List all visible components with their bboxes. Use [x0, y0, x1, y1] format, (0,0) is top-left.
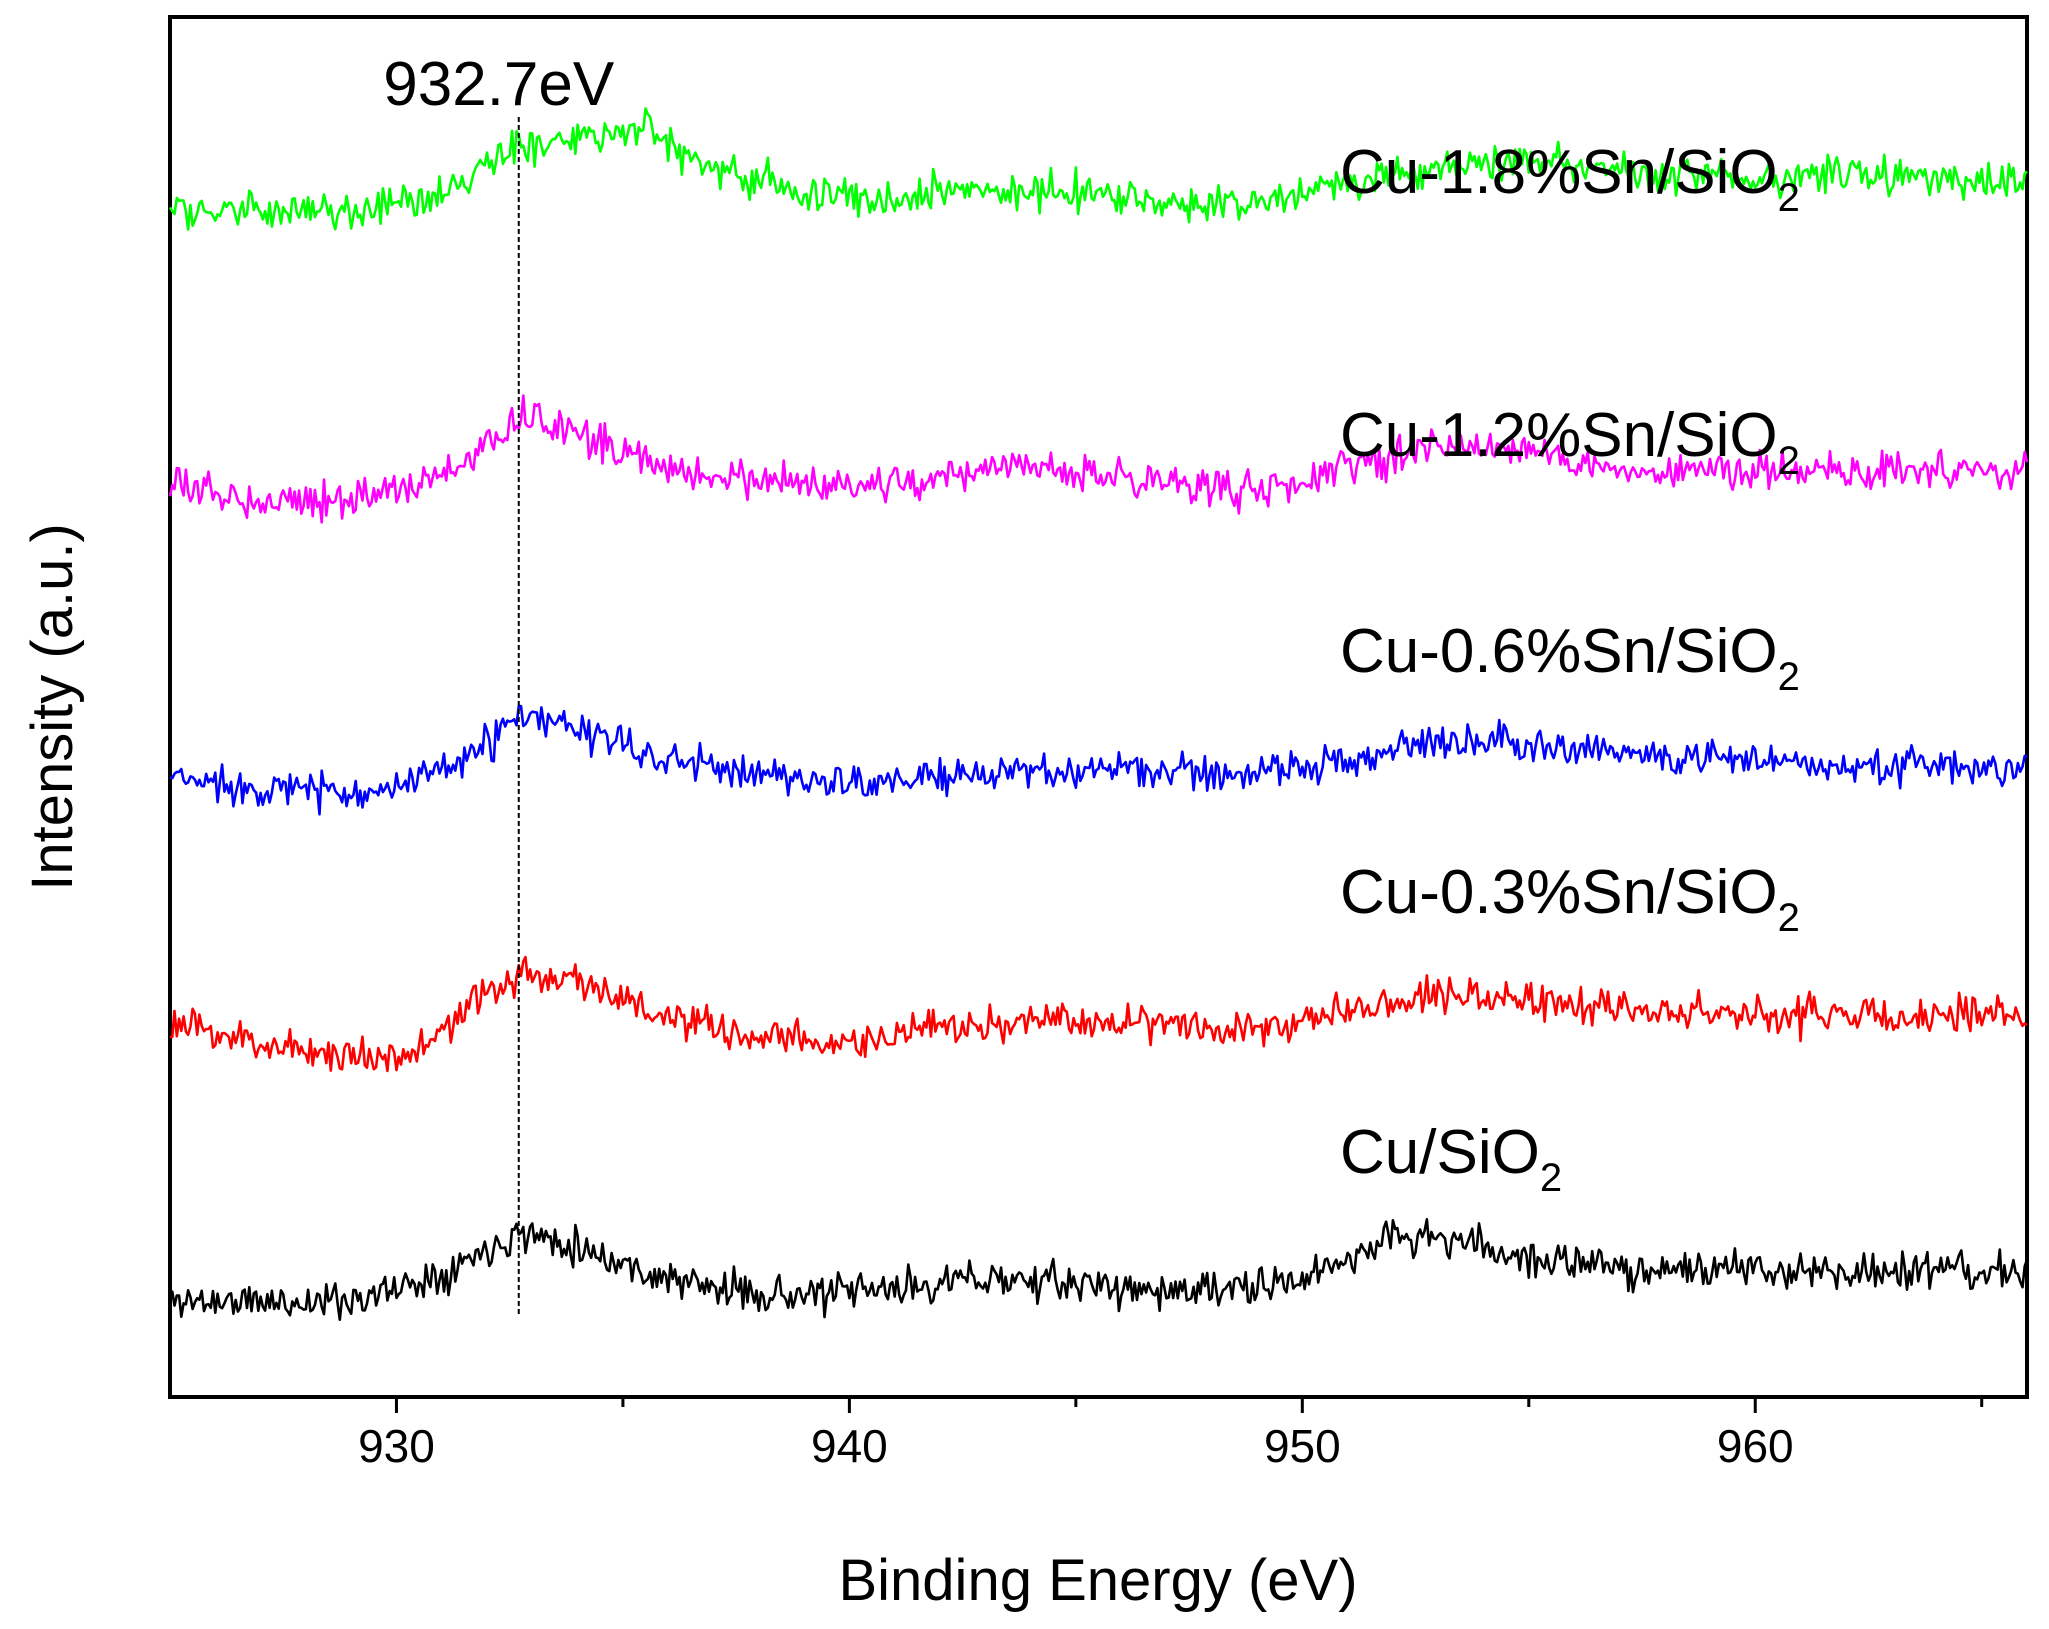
series-line-cu-1-2-sn-sio2	[168, 394, 2029, 524]
plot-frame	[168, 15, 2029, 1399]
series-label-subscript: 2	[1778, 176, 1800, 220]
series-line-cu-0-6-sn-sio2	[169, 704, 2028, 816]
peak-marker-layer: 932.7eV	[383, 50, 615, 1317]
series-label: Cu/SiO2	[1340, 1118, 1562, 1200]
series-label-main: Cu/SiO	[1340, 1118, 1540, 1187]
series-label: Cu-0.6%Sn/SiO2	[1340, 617, 1800, 699]
series-label: Cu-1.8%Sn/SiO2	[1340, 138, 1800, 220]
series-label: Cu-1.2%Sn/SiO2	[1340, 401, 1800, 483]
x-axis-title: Binding Energy (eV)	[838, 1548, 1357, 1613]
series-line-cu-1-8-sn-sio2	[168, 107, 2028, 231]
series-layer	[168, 107, 2029, 1321]
series-label-main: Cu-0.6%Sn/SiO	[1340, 617, 1778, 686]
series-label-main: Cu-1.8%Sn/SiO	[1340, 138, 1778, 207]
x-tick-label: 940	[811, 1420, 888, 1472]
y-axis-title: Intensity (a.u.)	[20, 523, 85, 890]
x-tick-label: 950	[1264, 1420, 1341, 1472]
series-line-cu-sio2	[168, 1218, 2029, 1321]
series-label-subscript: 2	[1778, 896, 1800, 940]
series-label-subscript: 2	[1778, 655, 1800, 699]
series-label-main: Cu-0.3%Sn/SiO	[1340, 858, 1778, 927]
x-tick-label: 960	[1717, 1420, 1794, 1472]
series-label-subscript: 2	[1540, 1156, 1562, 1200]
x-axis-ticks: 930 940 950 960	[358, 1397, 1984, 1472]
series-label: Cu-0.3%Sn/SiO2	[1340, 858, 1800, 940]
peak-marker-label: 932.7eV	[383, 50, 615, 119]
x-tick-label: 930	[358, 1420, 435, 1472]
series-line-cu-0-3-sn-sio2	[169, 955, 2028, 1073]
series-labels: Cu/SiO2Cu-0.3%Sn/SiO2Cu-0.6%Sn/SiO2Cu-1.…	[1340, 138, 1800, 1200]
series-label-main: Cu-1.2%Sn/SiO	[1340, 401, 1778, 470]
series-label-subscript: 2	[1778, 439, 1800, 483]
